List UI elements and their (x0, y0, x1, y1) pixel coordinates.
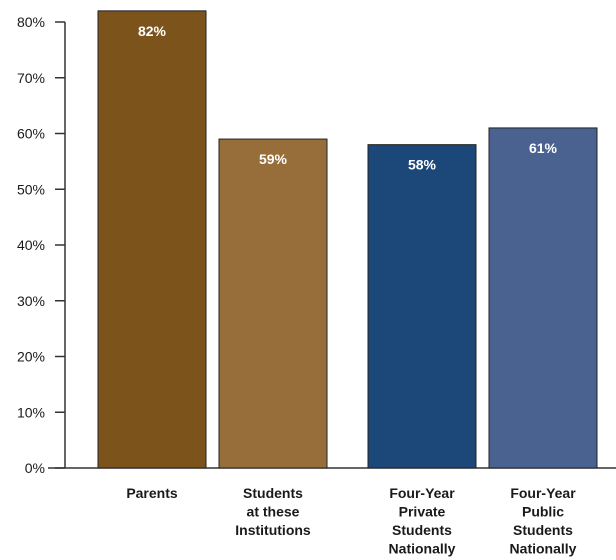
category-label: Institutions (235, 522, 311, 538)
bars-layer (97, 10, 598, 469)
y-tick-label: 30% (17, 293, 45, 309)
category-label: Students (513, 522, 573, 538)
category-label: Students (243, 485, 303, 501)
category-label: Private (399, 504, 446, 520)
y-tick-label: 40% (17, 237, 45, 253)
bar-1 (218, 138, 328, 469)
category-label: at these (247, 504, 300, 520)
bar-0 (97, 10, 207, 469)
y-tick-label: 70% (17, 70, 45, 86)
y-tick-label: 20% (17, 349, 45, 365)
y-tick-label: 0% (25, 460, 45, 476)
category-label: Parents (126, 485, 178, 501)
bar-value-label: 58% (408, 157, 437, 173)
category-label: Four-Year (389, 485, 455, 501)
bar-2 (367, 144, 477, 469)
category-label: Students (392, 522, 452, 538)
bar-value-label: 82% (138, 23, 167, 39)
category-label: Public (522, 504, 564, 520)
y-tick-label: 80% (17, 14, 45, 30)
category-label: Nationally (389, 541, 456, 557)
y-tick-label: 10% (17, 404, 45, 420)
bar-value-label: 59% (259, 151, 288, 167)
y-tick-label: 60% (17, 126, 45, 142)
category-label: Nationally (510, 541, 577, 557)
category-label: Four-Year (510, 485, 576, 501)
labels-layer: 82% Parents 59% Students at these Institution… (126, 23, 576, 557)
y-tick-label: 50% (17, 181, 45, 197)
bar-3 (488, 127, 598, 469)
bar-value-label: 61% (529, 140, 558, 156)
